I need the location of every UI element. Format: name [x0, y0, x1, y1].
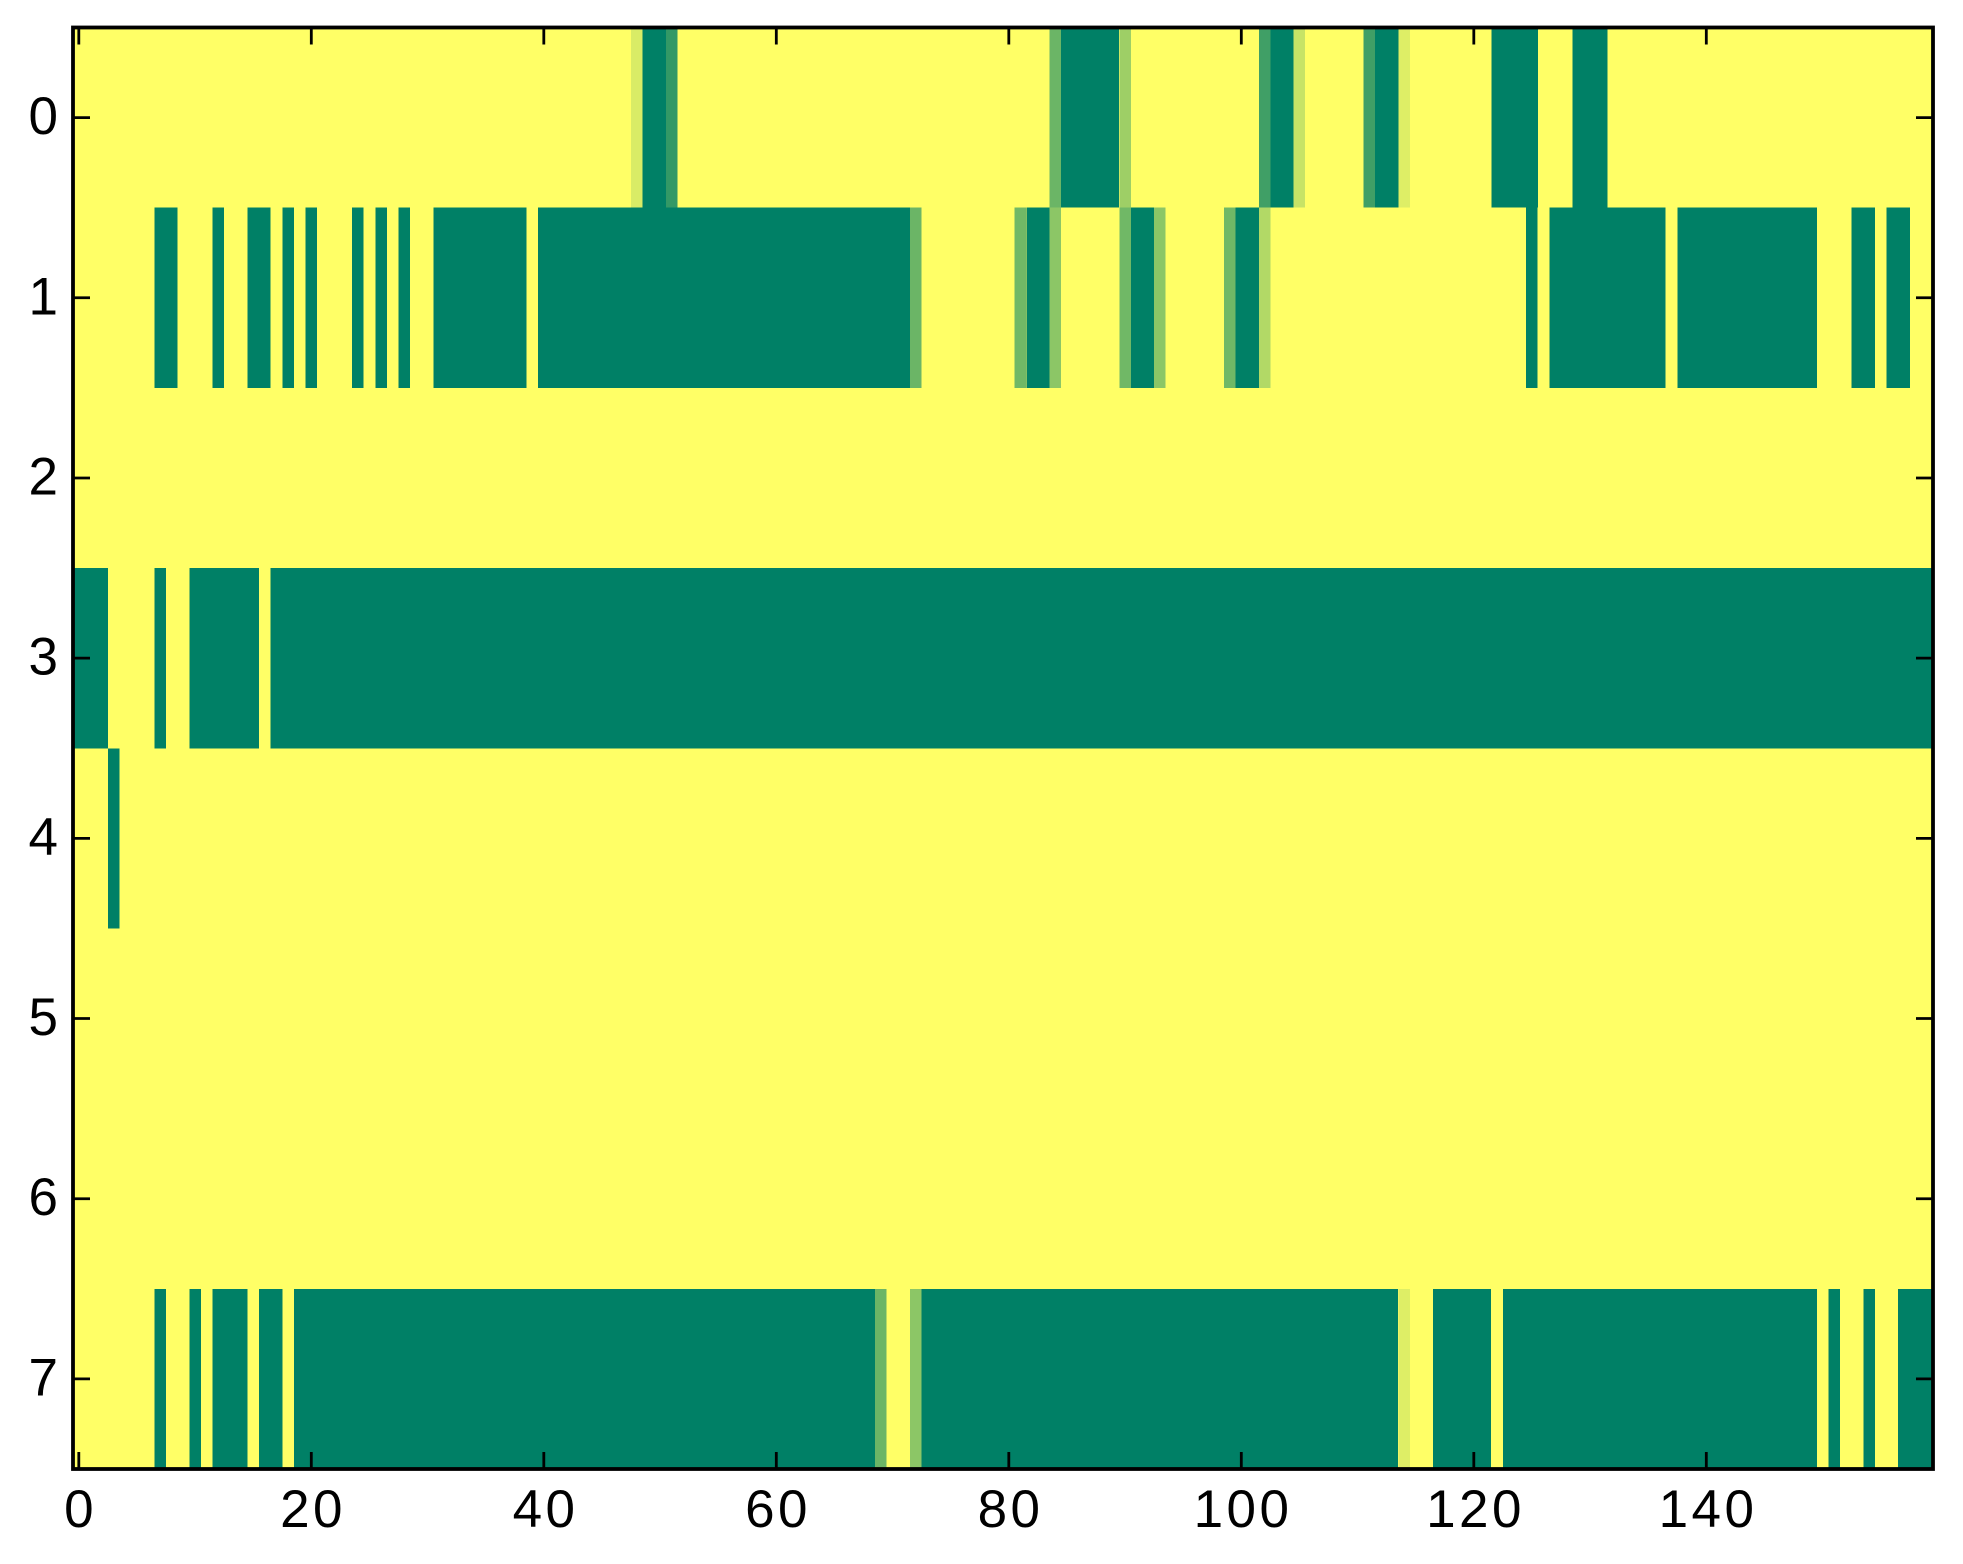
- svg-text:2: 2: [29, 447, 58, 506]
- svg-text:0: 0: [64, 1480, 97, 1539]
- svg-text:80: 80: [978, 1480, 1044, 1539]
- svg-text:1: 1: [29, 267, 58, 326]
- svg-text:7: 7: [29, 1348, 58, 1407]
- svg-text:40: 40: [513, 1480, 579, 1539]
- svg-text:6: 6: [29, 1168, 58, 1227]
- svg-text:20: 20: [280, 1480, 346, 1539]
- svg-text:120: 120: [1426, 1480, 1525, 1539]
- svg-text:140: 140: [1659, 1480, 1758, 1539]
- svg-text:4: 4: [29, 808, 58, 867]
- svg-text:3: 3: [29, 628, 58, 687]
- svg-text:60: 60: [745, 1480, 811, 1539]
- svg-text:100: 100: [1194, 1480, 1293, 1539]
- svg-text:5: 5: [29, 988, 58, 1047]
- svg-text:0: 0: [29, 87, 58, 146]
